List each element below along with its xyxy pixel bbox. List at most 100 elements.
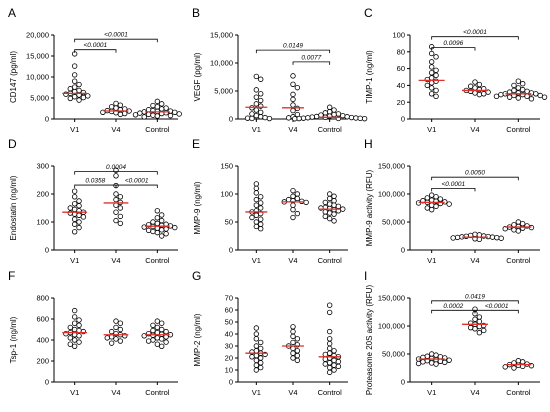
panel-label: G	[192, 269, 201, 283]
data-point	[294, 195, 301, 202]
data-point	[428, 351, 435, 357]
data-point	[253, 107, 260, 113]
y-tick-label: 0	[45, 246, 49, 255]
data-point	[454, 234, 461, 241]
data-point	[472, 85, 478, 91]
data-point	[290, 345, 296, 352]
data-point	[309, 114, 315, 120]
data-point	[290, 73, 296, 79]
data-point	[154, 113, 161, 119]
p-value-label: <0.0001	[83, 42, 107, 49]
data-point	[290, 187, 296, 194]
y-tick-label: 100,000	[378, 322, 405, 331]
data-point	[253, 367, 260, 373]
y-tick-label: 40	[225, 330, 233, 339]
panel-e: E MMP-9 (ng/ml) 0 50 100 150 V1 V4 Control	[192, 137, 348, 265]
y-tick-label: 0	[229, 115, 233, 124]
data-point	[159, 101, 165, 107]
significance-bracket	[74, 184, 117, 189]
data-point	[154, 335, 161, 341]
data-point	[335, 111, 342, 117]
data-point	[424, 353, 430, 359]
data-point	[290, 339, 296, 346]
data-point	[253, 181, 260, 187]
x-tick-label: Control	[506, 256, 531, 265]
y-tick-label: 800	[36, 294, 49, 303]
data-point	[326, 364, 333, 371]
p-value-label: <0.0001	[463, 29, 487, 36]
panel-d: D Endostatin (ng/ml) 0 100 200 300 V1 V4 Control…	[8, 137, 178, 265]
data-point	[67, 86, 73, 92]
data-point	[528, 96, 535, 102]
data-point	[433, 54, 439, 60]
data-point	[515, 85, 522, 91]
y-tick-label: 100	[392, 31, 405, 40]
data-point	[424, 82, 430, 89]
x-tick-label: V4	[111, 125, 120, 134]
data-point	[258, 194, 264, 200]
x-tick-label: V4	[288, 256, 297, 265]
p-value-label: 0.0358	[85, 178, 105, 185]
x-tick-label: Control	[318, 125, 343, 134]
p-value-label: <0.0001	[441, 181, 465, 188]
data-point	[253, 185, 260, 192]
data-point	[145, 338, 152, 344]
y-tick-label: 0	[229, 378, 233, 387]
data-point	[76, 224, 82, 231]
data-point	[113, 100, 119, 107]
data-point	[322, 199, 328, 206]
data-point	[253, 112, 260, 119]
data-point	[141, 114, 147, 120]
data-point	[150, 228, 156, 235]
data-point	[172, 109, 178, 115]
y-tick-label: 0	[229, 246, 233, 255]
data-point	[326, 336, 333, 342]
data-point	[472, 79, 478, 85]
x-tick-label: V1	[70, 388, 79, 397]
data-point	[428, 91, 435, 97]
y-tick-label: 200	[36, 357, 49, 366]
x-tick-label: V1	[70, 125, 79, 134]
data-point	[249, 214, 255, 221]
data-point	[433, 203, 439, 210]
data-point	[80, 89, 87, 96]
y-tick-label: 300	[36, 162, 49, 171]
data-point	[489, 234, 496, 240]
data-point	[67, 205, 73, 211]
data-point	[322, 209, 328, 215]
data-point	[326, 309, 333, 316]
y-tick-label: 100,000	[378, 190, 405, 199]
data-point	[428, 202, 435, 208]
x-tick-label: V1	[252, 388, 261, 397]
y-tick-label: 20	[397, 98, 405, 107]
data-point	[258, 200, 264, 206]
data-point	[433, 78, 439, 84]
data-point	[442, 359, 448, 366]
data-point	[433, 87, 439, 94]
data-point	[296, 115, 302, 122]
data-point	[159, 227, 165, 233]
data-point	[428, 70, 435, 76]
data-point	[76, 317, 82, 323]
data-point	[331, 107, 337, 113]
data-point	[145, 227, 152, 234]
data-point	[290, 81, 296, 87]
significance-bracket	[431, 47, 476, 51]
data-point	[294, 84, 301, 91]
panel-h: H MMP-9 activity (RFU) 0 50,000 100,000 150,0…	[364, 137, 540, 265]
x-tick-label: Control	[506, 125, 531, 134]
data-point	[113, 217, 119, 224]
x-tick-label: V4	[288, 388, 297, 397]
data-point	[163, 328, 169, 335]
data-point	[340, 112, 346, 119]
data-point	[498, 235, 504, 241]
data-point	[300, 115, 307, 121]
data-point	[71, 188, 78, 194]
data-point	[326, 109, 333, 115]
data-point	[292, 116, 298, 122]
data-point	[163, 105, 169, 111]
x-tick-label: V1	[427, 256, 436, 265]
data-point	[424, 205, 430, 211]
data-point	[322, 110, 328, 116]
